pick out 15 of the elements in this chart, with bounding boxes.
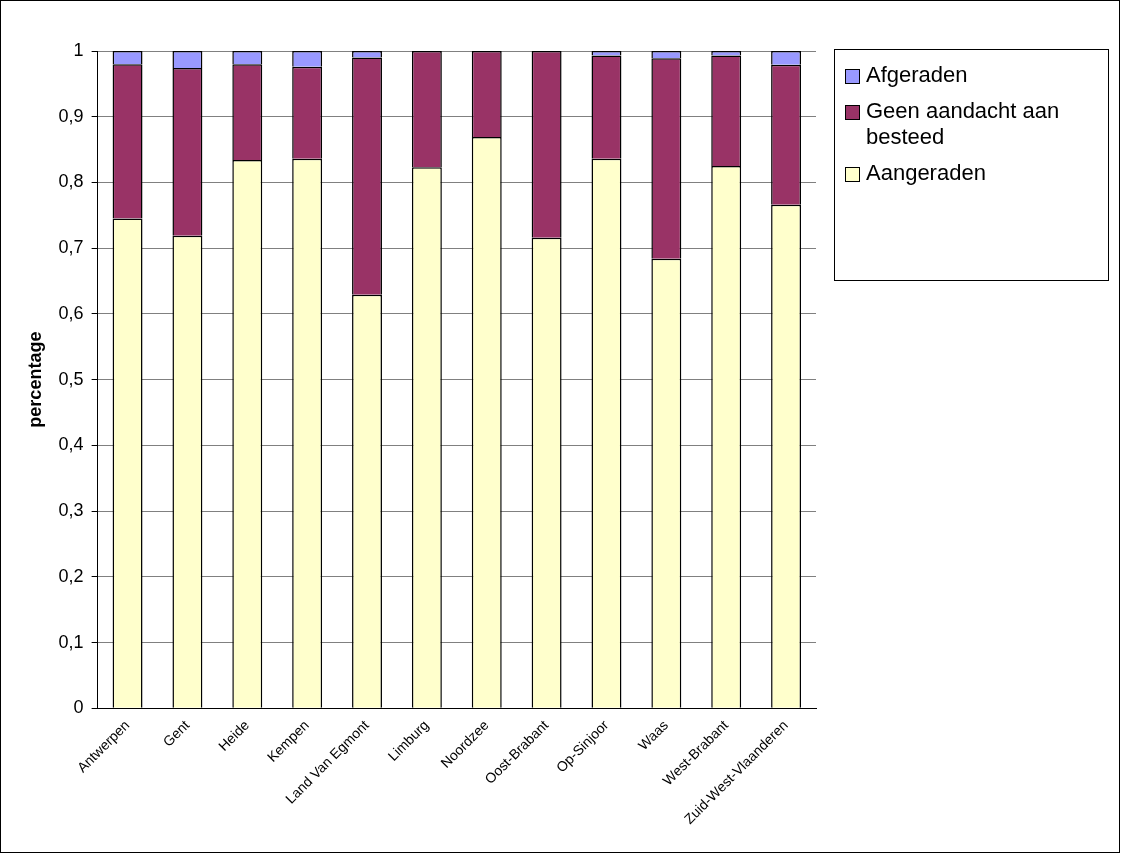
- legend-label: Aangeraden: [866, 160, 987, 186]
- y-axis-title: percentage: [24, 331, 45, 428]
- y-tick-label: 1: [73, 39, 84, 60]
- y-tick-label: 0,7: [58, 237, 84, 258]
- y-tick-label: 0,4: [58, 434, 84, 455]
- y-tick-label: 0,2: [58, 565, 84, 586]
- y-tick-label: 0,9: [58, 105, 84, 126]
- y-tick-label: 0,5: [58, 368, 84, 389]
- y-tick-label: 0,8: [58, 171, 84, 192]
- legend-label: Geen aandacht aan besteed: [866, 98, 1061, 150]
- legend-label: Afgeraden: [866, 62, 969, 88]
- y-tick-label: 0,6: [58, 302, 84, 323]
- y-tick-label: 0,3: [58, 500, 84, 521]
- y-tick-label: 0: [73, 697, 84, 718]
- y-tick-label: 0,1: [58, 631, 84, 652]
